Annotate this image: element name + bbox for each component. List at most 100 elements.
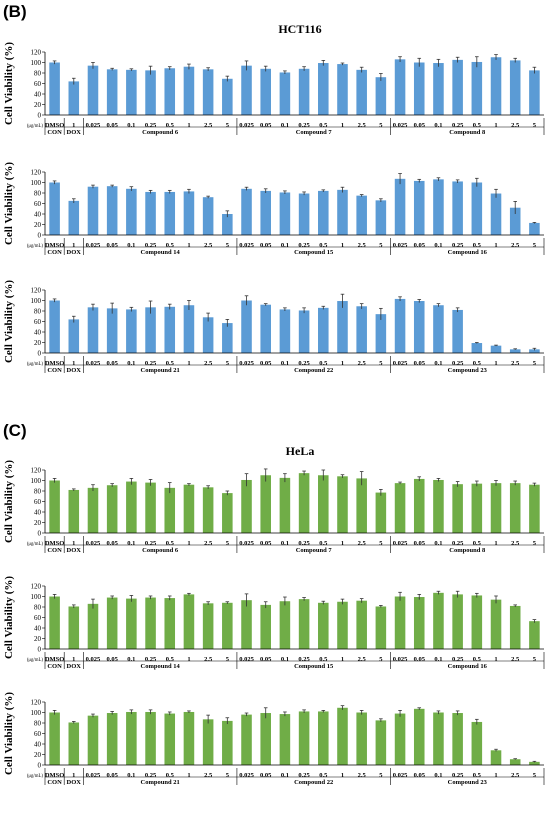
bar bbox=[471, 61, 483, 115]
y-tick-label: 0 bbox=[38, 231, 42, 239]
bar bbox=[433, 479, 444, 533]
x-tick-label: 0.1 bbox=[434, 656, 442, 663]
x-tick-label: DMSO bbox=[45, 540, 65, 547]
x-tick-label: 0.025 bbox=[86, 772, 101, 779]
error-bar bbox=[110, 711, 114, 715]
bar bbox=[452, 713, 463, 765]
x-tick-label: 5 bbox=[533, 540, 537, 547]
bar bbox=[298, 68, 310, 115]
x-tick-label: 0.1 bbox=[434, 242, 442, 249]
error-bar bbox=[302, 191, 306, 196]
bar bbox=[126, 711, 137, 765]
bar bbox=[394, 483, 406, 533]
bar bbox=[490, 193, 502, 235]
x-tick-label: 0.1 bbox=[434, 122, 442, 129]
x-tick-label: 0.05 bbox=[260, 360, 272, 367]
bar bbox=[529, 349, 540, 353]
bar bbox=[183, 191, 195, 235]
x-tick-label: 0.25 bbox=[298, 122, 310, 129]
y-tick-label: 80 bbox=[34, 189, 42, 197]
x-tick-label: 0.25 bbox=[452, 360, 464, 367]
error-bar bbox=[187, 63, 191, 70]
error-bar bbox=[167, 595, 172, 601]
panel-c-letter: (C) bbox=[3, 421, 27, 440]
bar bbox=[87, 307, 99, 353]
error-bar bbox=[263, 65, 268, 72]
x-tick-label: 2.5 bbox=[204, 656, 213, 663]
error-bar bbox=[71, 604, 76, 609]
error-bar bbox=[91, 303, 95, 311]
group-label: Compound 7 bbox=[296, 547, 333, 554]
bar bbox=[413, 597, 425, 649]
x-tick-label: 0.1 bbox=[127, 772, 135, 779]
x-tick-label: 5 bbox=[379, 540, 383, 547]
bar bbox=[164, 68, 176, 115]
x-tick-label: 1 bbox=[72, 656, 75, 663]
x-tick-label: 2.5 bbox=[358, 360, 367, 367]
bar bbox=[87, 715, 99, 765]
group-label: Compound 8 bbox=[449, 547, 486, 554]
x-tick-label: 0.05 bbox=[106, 772, 118, 779]
error-bar bbox=[455, 307, 460, 313]
y-tick-label: 0 bbox=[38, 111, 42, 119]
error-bar bbox=[340, 705, 345, 710]
chart-area: Cell Viability (%) 020406080100120(μg/mL)… bbox=[3, 42, 545, 786]
bar bbox=[183, 594, 195, 649]
y-tick-label: 80 bbox=[34, 719, 42, 727]
x-tick-label: 0.1 bbox=[127, 540, 135, 547]
bar-chart-2: Cell Viability (%) 0 20 40 60 80 100 120 (μg/mL)… bbox=[3, 162, 545, 256]
x-tick-label: 1 bbox=[494, 122, 497, 129]
error-bar bbox=[283, 307, 287, 311]
bar bbox=[106, 308, 118, 353]
group-label: Compound 16 bbox=[448, 249, 488, 256]
bar bbox=[413, 62, 425, 115]
y-tick-label: 120 bbox=[31, 466, 42, 474]
x-tick-label: 1 bbox=[341, 122, 344, 129]
bar-chart-5: Cell Viability (%) 0 20 40 60 80 100 120 (μg/mL)… bbox=[3, 576, 545, 670]
bar bbox=[490, 483, 502, 533]
bar bbox=[68, 200, 80, 235]
x-tick-label: 0.025 bbox=[393, 656, 408, 663]
error-bar bbox=[244, 593, 249, 607]
y-tick-label: 20 bbox=[34, 635, 42, 643]
bar bbox=[222, 602, 233, 649]
bar-chart-1: Cell Viability (%) 0 20 40 60 80 100 120 (μg/mL)… bbox=[3, 42, 545, 136]
error-bar bbox=[436, 590, 441, 595]
error-bar bbox=[532, 221, 537, 224]
bar bbox=[375, 720, 387, 765]
bar bbox=[145, 597, 156, 649]
unit-label: (μg/mL) bbox=[27, 774, 44, 779]
bar bbox=[68, 319, 80, 353]
x-tick-label: 0.1 bbox=[281, 656, 289, 663]
error-bar bbox=[52, 60, 57, 65]
error-bar bbox=[398, 591, 402, 601]
error-bar bbox=[302, 307, 306, 314]
group-label: DOX bbox=[67, 663, 82, 670]
x-tick-label: 0.025 bbox=[393, 772, 408, 779]
error-bar bbox=[513, 480, 518, 486]
x-tick-label: 0.5 bbox=[473, 242, 482, 249]
error-bar bbox=[129, 709, 134, 715]
x-tick-label: DMSO bbox=[45, 656, 65, 663]
error-bar bbox=[398, 481, 402, 485]
bar bbox=[279, 714, 291, 765]
x-tick-label: 0.05 bbox=[106, 242, 118, 249]
x-tick-label: 0.5 bbox=[473, 656, 482, 663]
error-bar bbox=[91, 713, 95, 718]
error-bar bbox=[475, 342, 479, 344]
y-axis-label: Cell Viability (%) bbox=[3, 692, 15, 775]
bar bbox=[452, 484, 463, 533]
unit-label: (μg/mL) bbox=[27, 124, 44, 129]
bar bbox=[490, 750, 502, 765]
bar bbox=[318, 475, 329, 533]
x-tick-label: 1 bbox=[187, 772, 190, 779]
y-tick-label: 120 bbox=[31, 582, 42, 590]
error-bar bbox=[302, 66, 306, 71]
bar bbox=[183, 484, 195, 533]
bar bbox=[279, 192, 291, 235]
bar bbox=[298, 193, 310, 235]
x-tick-label: 0.05 bbox=[414, 242, 426, 249]
y-tick-label: 40 bbox=[34, 328, 42, 336]
y-tick-label: 100 bbox=[31, 59, 42, 67]
bar bbox=[375, 77, 387, 115]
